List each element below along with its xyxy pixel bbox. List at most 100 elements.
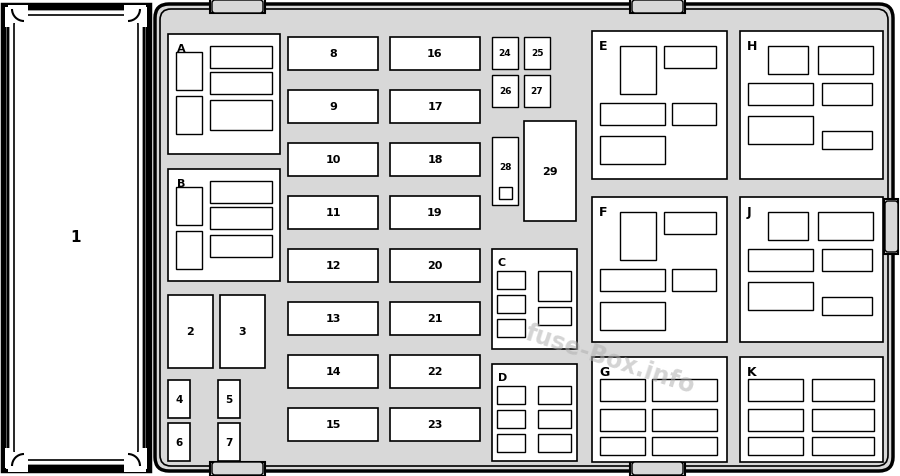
Bar xyxy=(497,319,525,337)
Text: 28: 28 xyxy=(499,163,511,172)
FancyBboxPatch shape xyxy=(632,1,683,14)
Bar xyxy=(497,296,525,313)
FancyBboxPatch shape xyxy=(632,462,683,475)
Bar xyxy=(124,452,146,472)
Bar xyxy=(125,8,147,28)
Bar xyxy=(822,132,872,149)
Text: 4: 4 xyxy=(176,394,183,404)
Bar xyxy=(390,144,480,177)
Bar xyxy=(218,423,240,461)
Text: 20: 20 xyxy=(428,260,443,270)
Bar xyxy=(390,197,480,229)
Bar xyxy=(288,302,378,335)
Bar xyxy=(390,355,480,388)
Text: 8: 8 xyxy=(329,49,337,59)
Text: fuse-Box.info: fuse-Box.info xyxy=(522,320,698,398)
Bar xyxy=(8,452,28,472)
Bar xyxy=(524,122,576,221)
Text: J: J xyxy=(747,206,752,218)
Text: 9: 9 xyxy=(329,102,337,112)
FancyBboxPatch shape xyxy=(212,1,263,14)
Text: G: G xyxy=(599,365,609,378)
Bar xyxy=(125,448,147,468)
Text: 23: 23 xyxy=(428,419,443,429)
Bar xyxy=(600,409,645,431)
Bar xyxy=(740,198,883,342)
Bar xyxy=(768,47,808,75)
Bar xyxy=(390,38,480,71)
Text: 13: 13 xyxy=(325,313,341,323)
Text: 14: 14 xyxy=(325,366,341,376)
Bar xyxy=(5,448,25,468)
Bar xyxy=(210,73,272,95)
Bar xyxy=(288,197,378,229)
Bar xyxy=(748,282,813,310)
Bar xyxy=(210,47,272,69)
Bar xyxy=(630,462,685,476)
Bar xyxy=(497,386,525,404)
Bar xyxy=(740,32,883,179)
Bar xyxy=(390,408,480,441)
Bar xyxy=(600,379,645,401)
Bar xyxy=(538,271,571,301)
Bar xyxy=(818,213,873,240)
Text: 5: 5 xyxy=(225,394,232,404)
Text: 7: 7 xyxy=(225,437,233,447)
Bar xyxy=(812,437,874,455)
Text: 17: 17 xyxy=(428,102,443,112)
Bar xyxy=(768,213,808,240)
Text: 2: 2 xyxy=(186,327,194,336)
Text: 22: 22 xyxy=(428,366,443,376)
FancyBboxPatch shape xyxy=(5,8,147,468)
Bar xyxy=(210,101,272,131)
Text: F: F xyxy=(599,206,608,218)
Bar xyxy=(176,188,202,226)
Bar xyxy=(176,97,202,135)
Bar xyxy=(4,6,148,470)
Bar xyxy=(748,379,803,401)
Bar xyxy=(652,409,717,431)
Bar xyxy=(600,137,665,165)
Text: 27: 27 xyxy=(531,87,544,96)
Bar xyxy=(600,302,665,330)
Text: E: E xyxy=(599,40,608,53)
Bar xyxy=(652,379,717,401)
Bar xyxy=(499,188,512,199)
Bar xyxy=(538,386,571,404)
Bar xyxy=(592,32,727,179)
Text: 11: 11 xyxy=(325,208,341,218)
Text: 26: 26 xyxy=(499,87,511,96)
Text: 6: 6 xyxy=(176,437,183,447)
Bar xyxy=(497,271,525,289)
Bar xyxy=(492,249,577,349)
Bar xyxy=(168,380,190,418)
Bar xyxy=(497,410,525,428)
Bar xyxy=(497,434,525,452)
Bar xyxy=(220,296,265,368)
Text: 19: 19 xyxy=(428,208,443,218)
Bar xyxy=(168,35,280,155)
Bar xyxy=(664,213,716,235)
Text: 15: 15 xyxy=(325,419,341,429)
Bar xyxy=(492,138,518,206)
Bar xyxy=(592,198,727,342)
Bar xyxy=(818,47,873,75)
Bar xyxy=(652,437,717,455)
Bar xyxy=(822,298,872,315)
Bar xyxy=(600,437,645,455)
Bar xyxy=(168,296,213,368)
Bar xyxy=(664,47,716,69)
Text: H: H xyxy=(747,40,758,53)
Bar xyxy=(884,199,898,255)
Bar xyxy=(748,249,813,271)
Bar xyxy=(822,84,872,106)
Text: 10: 10 xyxy=(325,155,341,165)
Bar xyxy=(630,0,685,14)
Text: K: K xyxy=(747,365,757,378)
Text: 24: 24 xyxy=(499,50,511,59)
Text: 16: 16 xyxy=(428,49,443,59)
Bar xyxy=(5,8,25,28)
Bar xyxy=(672,104,716,126)
Bar xyxy=(524,38,550,70)
Text: 18: 18 xyxy=(428,155,443,165)
